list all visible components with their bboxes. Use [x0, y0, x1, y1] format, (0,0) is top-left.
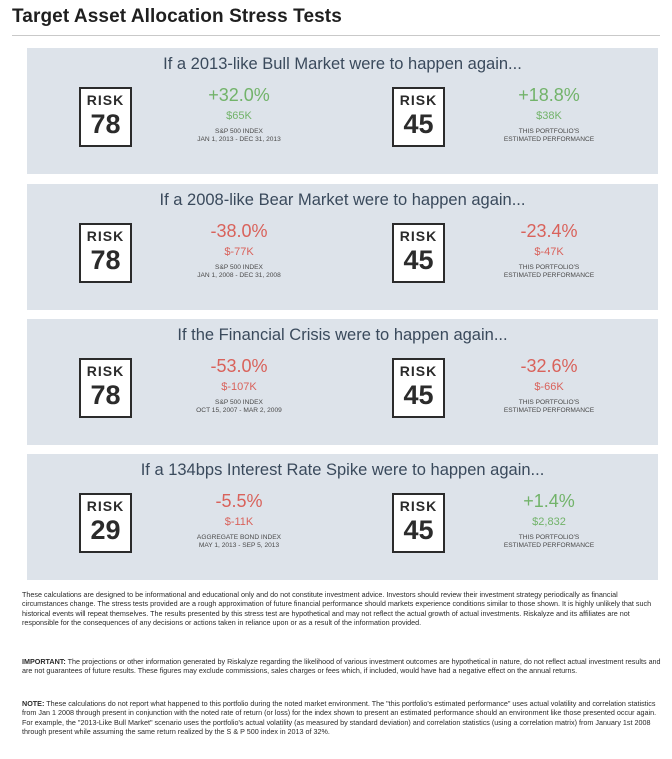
page-title: Target Asset Allocation Stress Tests	[12, 6, 342, 27]
risk-score: 45	[403, 380, 434, 410]
index-name: S&P 500 INDEX	[215, 128, 263, 135]
important-label: IMPORTANT:	[22, 657, 66, 666]
index-date-range: JAN 1, 2013 - DEC 31, 2013	[197, 136, 281, 143]
portfolio-return-amount: $38K	[536, 110, 562, 122]
general-disclaimer: These calculations are designed to be in…	[22, 590, 652, 627]
index-name: S&P 500 INDEX	[215, 264, 263, 271]
portfolio-risk-badge: RISK 45	[392, 493, 445, 553]
portfolio-return-pct: -23.4%	[520, 221, 578, 241]
index-return-pct: -38.0%	[210, 221, 268, 241]
risk-label: RISK	[399, 498, 438, 514]
risk-label: RISK	[86, 498, 125, 514]
index-return-pct: +32.0%	[208, 85, 270, 105]
portfolio-return-pct: -32.6%	[520, 356, 578, 376]
risk-score: 78	[90, 245, 121, 275]
portfolio-return-amount: $-66K	[534, 381, 564, 393]
portfolio-caption-2: ESTIMATED PERFORMANCE	[503, 136, 595, 143]
portfolio-return-amount: $2,832	[532, 516, 566, 528]
index-return-pct: -5.5%	[215, 491, 263, 511]
portfolio-risk-badge: RISK 45	[392, 87, 445, 147]
index-risk-badge: RISK 78	[79, 87, 132, 147]
scenario-heading: If a 2013-like Bull Market were to happe…	[163, 55, 522, 73]
index-name: AGGREGATE BOND INDEX	[196, 534, 282, 541]
title-divider	[12, 35, 660, 36]
portfolio-result: -23.4% $-47K THIS PORTFOLIO'S ESTIMATED …	[484, 220, 614, 280]
index-result: -5.5% $-11K AGGREGATE BOND INDEX MAY 1, …	[174, 490, 304, 550]
note-text: These calculations do not report what ha…	[22, 699, 657, 736]
index-date-range: JAN 1, 2008 - DEC 31, 2008	[197, 272, 281, 279]
scenario-panel-financial-crisis: If the Financial Crisis were to happen a…	[27, 319, 658, 445]
index-return-amount: $-107K	[221, 381, 257, 393]
index-result: -53.0% $-107K S&P 500 INDEX OCT 15, 2007…	[174, 355, 304, 415]
portfolio-caption: THIS PORTFOLIO'S	[518, 399, 580, 406]
index-risk-badge: RISK 78	[79, 223, 132, 283]
index-risk-badge: RISK 78	[79, 358, 132, 418]
portfolio-risk-badge: RISK 45	[392, 223, 445, 283]
risk-score: 45	[403, 245, 434, 275]
index-risk-badge: RISK 29	[79, 493, 132, 553]
index-result: +32.0% $65K S&P 500 INDEX JAN 1, 2013 - …	[174, 84, 304, 144]
risk-score: 45	[403, 109, 434, 139]
risk-score: 78	[90, 380, 121, 410]
note-disclaimer: NOTE: These calculations do not report w…	[22, 699, 662, 736]
portfolio-caption-2: ESTIMATED PERFORMANCE	[503, 542, 595, 549]
portfolio-risk-badge: RISK 45	[392, 358, 445, 418]
risk-label: RISK	[86, 228, 125, 244]
risk-label: RISK	[86, 92, 125, 108]
risk-score: 45	[403, 515, 434, 545]
risk-label: RISK	[399, 92, 438, 108]
portfolio-caption: THIS PORTFOLIO'S	[518, 264, 580, 271]
risk-label: RISK	[399, 228, 438, 244]
index-return-pct: -53.0%	[210, 356, 268, 376]
portfolio-return-pct: +18.8%	[518, 85, 580, 105]
portfolio-caption: THIS PORTFOLIO'S	[518, 534, 580, 541]
risk-score: 78	[90, 109, 121, 139]
scenario-panel-rate-spike: If a 134bps Interest Rate Spike were to …	[27, 454, 658, 580]
important-disclaimer: IMPORTANT: The projections or other info…	[22, 657, 662, 676]
index-name: S&P 500 INDEX	[215, 399, 263, 406]
index-return-amount: $-77K	[224, 246, 254, 258]
portfolio-result: -32.6% $-66K THIS PORTFOLIO'S ESTIMATED …	[484, 355, 614, 415]
important-text: The projections or other information gen…	[22, 657, 661, 676]
scenario-heading: If a 2008-like Bear Market were to happe…	[159, 191, 526, 209]
portfolio-caption-2: ESTIMATED PERFORMANCE	[503, 407, 595, 414]
note-label: NOTE:	[22, 699, 45, 708]
risk-score: 29	[90, 515, 121, 545]
portfolio-return-pct: +1.4%	[523, 491, 575, 511]
scenario-heading: If the Financial Crisis were to happen a…	[177, 326, 508, 344]
index-return-amount: $65K	[226, 110, 252, 122]
portfolio-caption-2: ESTIMATED PERFORMANCE	[503, 272, 595, 279]
index-result: -38.0% $-77K S&P 500 INDEX JAN 1, 2008 -…	[174, 220, 304, 280]
portfolio-result: +18.8% $38K THIS PORTFOLIO'S ESTIMATED P…	[484, 84, 614, 144]
scenario-heading: If a 134bps Interest Rate Spike were to …	[140, 461, 545, 479]
index-date-range: MAY 1, 2013 - SEP 5, 2013	[198, 542, 280, 549]
portfolio-return-amount: $-47K	[534, 246, 564, 258]
index-return-amount: $-11K	[224, 516, 254, 528]
portfolio-result: +1.4% $2,832 THIS PORTFOLIO'S ESTIMATED …	[484, 490, 614, 550]
risk-label: RISK	[86, 363, 125, 379]
scenario-panel-bull-2013: If a 2013-like Bull Market were to happe…	[27, 48, 658, 174]
portfolio-caption: THIS PORTFOLIO'S	[518, 128, 580, 135]
index-date-range: OCT 15, 2007 - MAR 2, 2009	[196, 407, 282, 414]
scenario-panel-bear-2008: If a 2008-like Bear Market were to happe…	[27, 184, 658, 310]
risk-label: RISK	[399, 363, 438, 379]
